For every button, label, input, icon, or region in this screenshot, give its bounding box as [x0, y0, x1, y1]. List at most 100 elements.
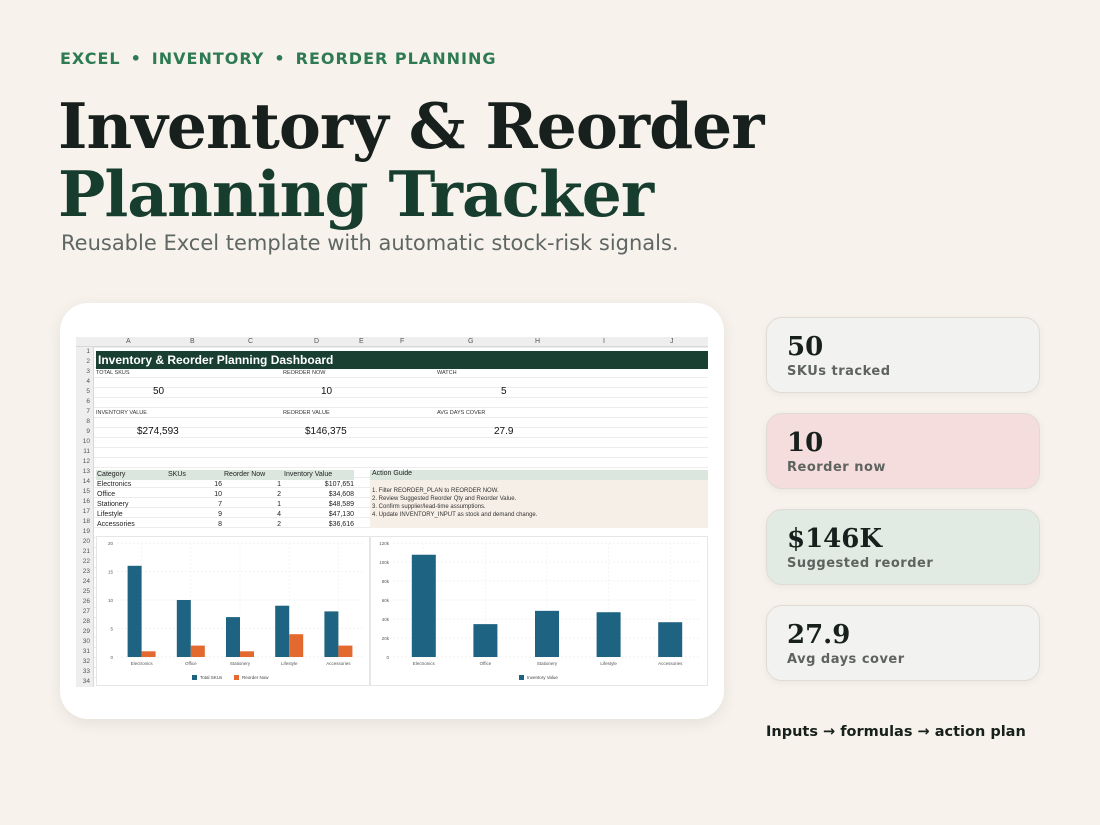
- row-header[interactable]: 9: [86, 428, 90, 435]
- bar-total-skus: [226, 617, 240, 657]
- action-guide-item: 2. Review Suggested Reorder Qty and Reor…: [372, 496, 517, 502]
- row-header[interactable]: 2: [86, 358, 90, 365]
- row-header[interactable]: 29: [82, 628, 90, 635]
- row-header[interactable]: 10: [82, 438, 90, 445]
- stat-value: 50: [787, 332, 824, 362]
- row-header[interactable]: 33: [82, 668, 90, 675]
- table-cell: 1: [277, 501, 281, 508]
- chart-inventory-value-svg: 0 20k 40k 60k 80k 100k 120k Electronics Office St…: [379, 541, 701, 680]
- column-header-f[interactable]: F: [400, 338, 405, 345]
- bar-total-skus: [176, 600, 191, 657]
- row-header[interactable]: 31: [82, 648, 90, 655]
- row-header[interactable]: 32: [82, 658, 90, 665]
- table-cell: $107,651: [324, 481, 354, 488]
- column-header-g[interactable]: G: [468, 338, 474, 345]
- kpi-label-watch: WATCH: [437, 370, 457, 376]
- column-header-bar: A B C D E F G H I J: [76, 337, 708, 347]
- column-header-i[interactable]: I: [603, 338, 605, 345]
- column-header-b[interactable]: B: [190, 338, 195, 345]
- stat-label: Avg days cover: [787, 652, 905, 667]
- row-header[interactable]: 17: [82, 508, 90, 515]
- bar-inventory-value: [596, 612, 621, 657]
- y-tick-label: 40k: [382, 617, 390, 622]
- bar-inventory-value: [411, 554, 436, 657]
- row-header[interactable]: 14: [82, 478, 90, 485]
- table-cell: $48,589: [328, 501, 354, 508]
- row-header[interactable]: 8: [86, 418, 90, 425]
- table-header-category: Category: [97, 471, 126, 478]
- table-cell: 1: [277, 481, 281, 488]
- column-header-j[interactable]: J: [670, 338, 674, 345]
- kpi-value-reorder-now: 10: [321, 386, 333, 397]
- table-cell: 16: [214, 481, 222, 488]
- y-tick-label: 20: [108, 541, 114, 546]
- table-cell: $47,130: [328, 511, 354, 518]
- y-tick-label: 60k: [382, 598, 390, 603]
- table-header-inventory-value: Inventory Value: [284, 471, 333, 478]
- bar-reorder-now: [240, 651, 254, 657]
- stat-label: SKUs tracked: [787, 364, 891, 379]
- row-header[interactable]: 25: [82, 588, 90, 595]
- bar-reorder-now: [289, 634, 304, 657]
- bar-inventory-value: [535, 610, 559, 657]
- row-header[interactable]: 6: [86, 398, 90, 405]
- x-tick-label: Office: [480, 661, 492, 666]
- title-line-2: Planning Tracker: [58, 157, 654, 231]
- chart-skus-reorder-svg: 0 5 10 15 20 Electronics Office Stationery Lifes…: [108, 541, 363, 680]
- row-header[interactable]: 23: [82, 568, 90, 575]
- row-header[interactable]: 22: [82, 558, 90, 565]
- row-header[interactable]: 13: [82, 468, 90, 475]
- column-header-h[interactable]: H: [535, 338, 541, 345]
- legend-swatch: [519, 675, 524, 680]
- chart-skus-reorder: 0 5 10 15 20 Electronics Office Stationery Lifes…: [96, 536, 370, 686]
- row-header[interactable]: 30: [82, 638, 90, 645]
- row-header[interactable]: 15: [82, 488, 90, 495]
- column-header-d[interactable]: D: [314, 338, 320, 345]
- dashboard-title-band: Inventory & Reorder Planning Dashboard: [96, 351, 708, 369]
- kpi-label-reorder-now: REORDER NOW: [283, 370, 326, 376]
- table-header-reorder-now: Reorder Now: [224, 471, 266, 478]
- row-header[interactable]: 16: [82, 498, 90, 505]
- table-cell: 4: [277, 511, 281, 518]
- table-cell: 2: [277, 521, 281, 528]
- legend-label: Reorder Now: [242, 675, 269, 680]
- column-header-a[interactable]: A: [126, 338, 131, 345]
- row-header[interactable]: 4: [86, 378, 90, 385]
- row-header[interactable]: 21: [82, 548, 90, 555]
- kpi-value-avg-days-cover: 27.9: [494, 426, 514, 437]
- action-guide-title: Action Guide: [370, 470, 708, 480]
- y-tick-label: 100k: [379, 560, 390, 565]
- table-cell: Stationery: [97, 501, 129, 508]
- stat-label: Reorder now: [787, 460, 886, 475]
- bar-total-skus: [127, 565, 142, 657]
- table-cell: Electronics: [97, 481, 132, 488]
- row-header[interactable]: 24: [82, 578, 90, 585]
- action-guide-item: 1. Filter REORDER_PLAN to REORDER NOW.: [372, 488, 499, 494]
- row-header[interactable]: 1: [86, 348, 90, 355]
- row-header[interactable]: 34: [82, 678, 90, 685]
- bar-reorder-now: [141, 651, 156, 657]
- table-header-skus: SKUs: [168, 471, 186, 478]
- row-header[interactable]: 11: [83, 448, 90, 455]
- x-tick-label: Stationery: [230, 661, 251, 666]
- row-header[interactable]: 3: [86, 368, 90, 375]
- action-guide-item: 4. Update INVENTORY_INPUT as stock and d…: [372, 512, 538, 518]
- bar-total-skus: [324, 611, 339, 657]
- row-header[interactable]: 28: [82, 618, 90, 625]
- action-guide-item: 3. Confirm supplier/lead-time assumption…: [372, 504, 486, 510]
- row-header[interactable]: 7: [86, 408, 90, 415]
- row-header[interactable]: 5: [86, 388, 90, 395]
- column-header-c[interactable]: C: [248, 338, 254, 345]
- table-cell: Lifestyle: [97, 511, 123, 518]
- eyebrow-reorder: REORDER PLANNING: [295, 49, 497, 68]
- bar-inventory-value: [658, 622, 683, 657]
- row-header[interactable]: 19: [82, 528, 90, 535]
- row-header[interactable]: 27: [82, 608, 90, 615]
- column-header-e[interactable]: E: [359, 338, 364, 345]
- row-header[interactable]: 20: [82, 538, 90, 545]
- row-header[interactable]: 12: [82, 458, 90, 465]
- row-header[interactable]: 18: [82, 518, 90, 525]
- row-header[interactable]: 26: [82, 598, 90, 605]
- stat-card-reorder-now: 10 Reorder now: [766, 413, 1040, 489]
